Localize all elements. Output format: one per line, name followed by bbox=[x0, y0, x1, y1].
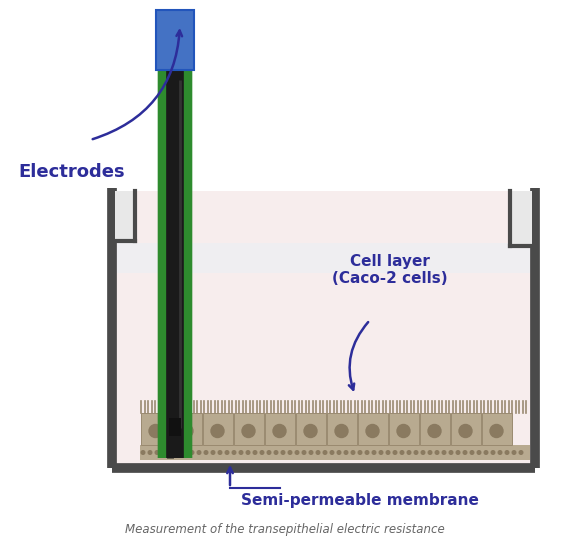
Bar bbox=[165, 60, 185, 458]
Circle shape bbox=[400, 451, 404, 455]
Circle shape bbox=[295, 451, 299, 455]
Circle shape bbox=[421, 451, 425, 455]
Circle shape bbox=[288, 451, 292, 455]
Circle shape bbox=[260, 451, 264, 455]
Circle shape bbox=[218, 451, 222, 455]
Circle shape bbox=[242, 425, 255, 438]
Text: Electrodes: Electrodes bbox=[18, 163, 124, 181]
Circle shape bbox=[335, 425, 348, 438]
Text: Measurement of the transepithelial electric resistance: Measurement of the transepithelial elect… bbox=[125, 524, 445, 536]
Bar bbox=[510, 191, 532, 246]
Circle shape bbox=[281, 451, 285, 455]
Circle shape bbox=[449, 451, 453, 455]
Circle shape bbox=[414, 451, 418, 455]
Bar bbox=[156, 10, 194, 70]
Bar bbox=[140, 445, 530, 460]
Bar bbox=[140, 413, 171, 445]
Text: Cell layer
(Caco-2 cells): Cell layer (Caco-2 cells) bbox=[332, 254, 448, 286]
Circle shape bbox=[148, 451, 152, 455]
Text: Semi-permeable membrane: Semi-permeable membrane bbox=[241, 493, 479, 507]
Circle shape bbox=[484, 451, 488, 455]
Circle shape bbox=[407, 451, 411, 455]
Circle shape bbox=[337, 451, 341, 455]
Bar bbox=[115, 191, 135, 241]
Circle shape bbox=[397, 425, 410, 438]
Circle shape bbox=[459, 425, 472, 438]
Bar bbox=[420, 413, 449, 445]
Bar bbox=[169, 418, 181, 436]
Circle shape bbox=[491, 451, 495, 455]
Circle shape bbox=[162, 451, 166, 455]
Bar bbox=[481, 413, 512, 445]
Circle shape bbox=[239, 451, 243, 455]
Circle shape bbox=[470, 451, 474, 455]
Bar bbox=[115, 191, 531, 464]
Circle shape bbox=[273, 425, 286, 438]
Circle shape bbox=[505, 451, 509, 455]
Bar bbox=[296, 413, 325, 445]
Circle shape bbox=[232, 451, 236, 455]
Circle shape bbox=[393, 451, 397, 455]
Circle shape bbox=[169, 451, 173, 455]
Circle shape bbox=[211, 451, 215, 455]
Circle shape bbox=[344, 451, 348, 455]
Circle shape bbox=[211, 425, 224, 438]
Circle shape bbox=[498, 451, 502, 455]
Circle shape bbox=[204, 451, 208, 455]
Circle shape bbox=[149, 425, 162, 438]
Circle shape bbox=[253, 451, 257, 455]
Circle shape bbox=[428, 451, 432, 455]
Circle shape bbox=[180, 425, 193, 438]
Circle shape bbox=[379, 451, 383, 455]
Circle shape bbox=[456, 451, 460, 455]
Bar bbox=[234, 413, 263, 445]
Circle shape bbox=[323, 451, 327, 455]
Circle shape bbox=[477, 451, 481, 455]
Circle shape bbox=[358, 451, 362, 455]
Circle shape bbox=[490, 425, 503, 438]
Bar bbox=[388, 413, 419, 445]
Circle shape bbox=[309, 451, 313, 455]
Circle shape bbox=[302, 451, 306, 455]
Circle shape bbox=[519, 451, 523, 455]
Bar bbox=[115, 243, 531, 273]
Circle shape bbox=[365, 451, 369, 455]
Circle shape bbox=[155, 451, 159, 455]
Circle shape bbox=[330, 451, 334, 455]
Circle shape bbox=[225, 451, 229, 455]
Circle shape bbox=[176, 451, 180, 455]
Circle shape bbox=[463, 451, 467, 455]
Bar bbox=[357, 413, 388, 445]
Circle shape bbox=[190, 451, 194, 455]
Circle shape bbox=[512, 451, 516, 455]
Circle shape bbox=[351, 451, 355, 455]
Circle shape bbox=[141, 451, 145, 455]
Circle shape bbox=[366, 425, 379, 438]
Bar bbox=[171, 413, 202, 445]
Circle shape bbox=[435, 451, 439, 455]
Circle shape bbox=[197, 451, 201, 455]
Bar bbox=[327, 413, 356, 445]
Bar bbox=[203, 413, 232, 445]
Circle shape bbox=[304, 425, 317, 438]
Circle shape bbox=[442, 451, 446, 455]
Bar bbox=[264, 413, 295, 445]
Circle shape bbox=[386, 451, 390, 455]
Circle shape bbox=[267, 451, 271, 455]
Circle shape bbox=[183, 451, 187, 455]
Circle shape bbox=[372, 451, 376, 455]
Circle shape bbox=[316, 451, 320, 455]
Bar bbox=[451, 413, 481, 445]
Circle shape bbox=[428, 425, 441, 438]
Circle shape bbox=[246, 451, 250, 455]
Circle shape bbox=[274, 451, 278, 455]
